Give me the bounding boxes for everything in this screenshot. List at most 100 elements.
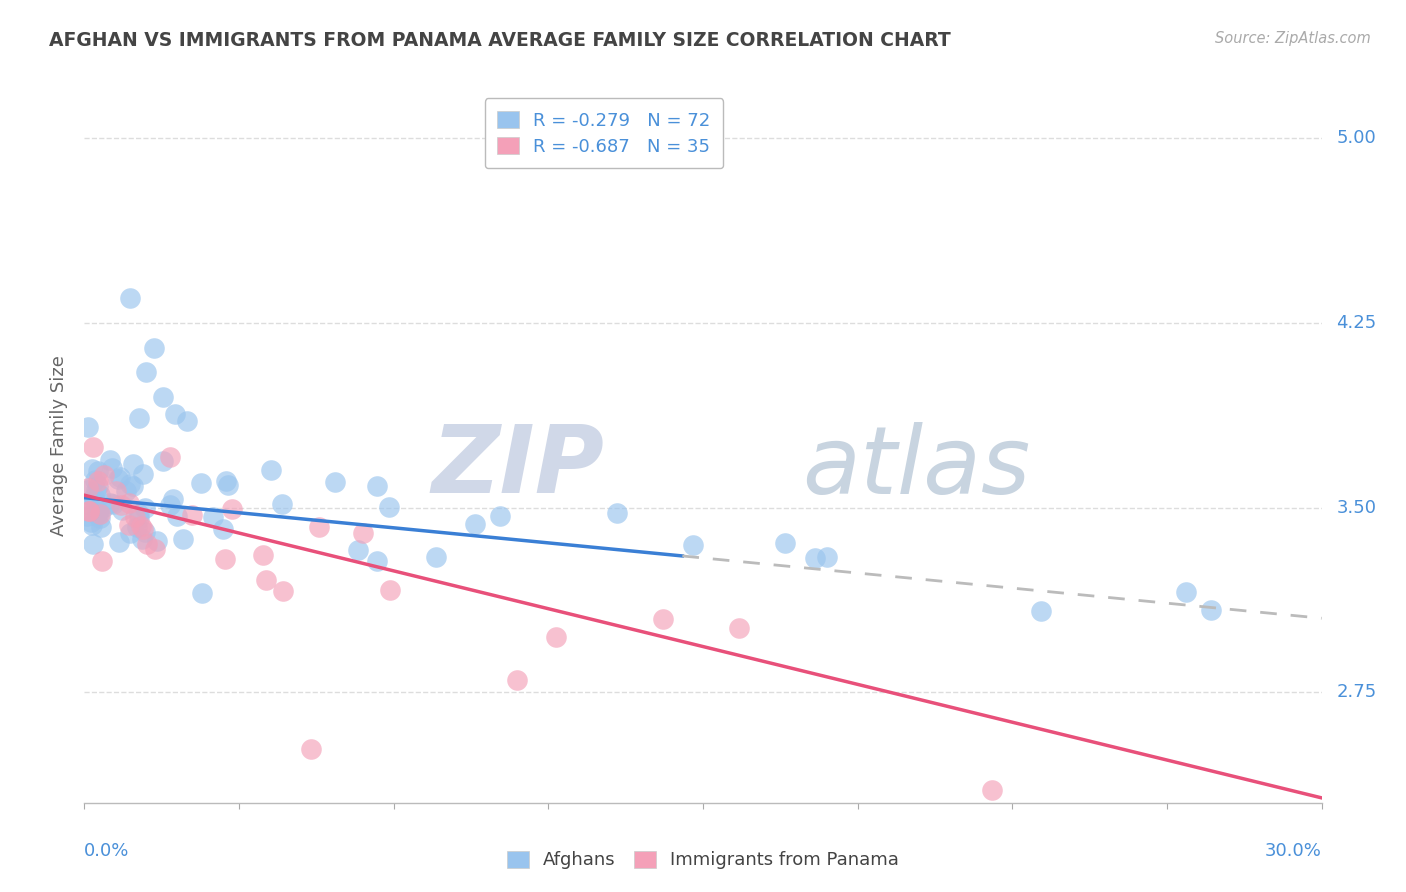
Point <box>86 507 108 521</box>
Point <box>128 510 150 524</box>
Point <box>76 497 98 511</box>
Point <box>82 462 104 476</box>
Point <box>110 498 132 512</box>
Point <box>98 453 121 467</box>
Point <box>80 515 103 529</box>
Y-axis label: Average Family Size: Average Family Size <box>51 356 69 536</box>
Point <box>212 522 235 536</box>
Point <box>682 538 704 552</box>
Point <box>166 508 188 523</box>
Point <box>152 390 174 404</box>
Point <box>775 536 797 550</box>
Text: AFGHAN VS IMMIGRANTS FROM PANAMA AVERAGE FAMILY SIZE CORRELATION CHART: AFGHAN VS IMMIGRANTS FROM PANAMA AVERAGE… <box>49 31 950 50</box>
Point <box>83 490 105 504</box>
Point <box>271 497 294 511</box>
Point <box>110 470 132 484</box>
Point <box>84 483 107 498</box>
Point <box>91 554 114 568</box>
Point <box>980 783 1002 797</box>
Point <box>82 440 104 454</box>
Point <box>425 550 447 565</box>
Point <box>152 453 174 467</box>
Point <box>118 476 141 491</box>
Point <box>131 522 153 536</box>
Point <box>308 519 330 533</box>
Point <box>108 535 131 549</box>
Point <box>128 507 150 521</box>
Point <box>544 630 567 644</box>
Point <box>118 495 141 509</box>
Point <box>159 498 181 512</box>
Point <box>118 525 141 540</box>
Point <box>260 463 283 477</box>
Point <box>352 525 374 540</box>
Point <box>89 488 111 502</box>
Point <box>131 532 153 546</box>
Point <box>135 365 157 379</box>
Point <box>464 516 486 531</box>
Point <box>122 479 145 493</box>
Point <box>76 420 98 434</box>
Point <box>254 573 277 587</box>
Point <box>129 519 152 533</box>
Point <box>114 483 136 498</box>
Point <box>366 554 388 568</box>
Point <box>134 525 156 540</box>
Point <box>506 673 529 687</box>
Point <box>191 586 214 600</box>
Point <box>93 468 115 483</box>
Point <box>217 478 239 492</box>
Point <box>128 411 150 425</box>
Point <box>145 542 167 557</box>
Point <box>176 414 198 428</box>
Text: 0.0%: 0.0% <box>84 842 129 860</box>
Point <box>86 474 108 488</box>
Point <box>132 467 155 481</box>
Text: ZIP: ZIP <box>432 421 605 514</box>
Text: 5.00: 5.00 <box>1337 129 1376 147</box>
Text: 2.75: 2.75 <box>1337 683 1376 701</box>
Point <box>299 741 322 756</box>
Point <box>76 483 98 497</box>
Point <box>101 461 124 475</box>
Point <box>83 493 105 508</box>
Point <box>181 508 204 523</box>
Point <box>165 407 187 421</box>
Point <box>93 500 115 514</box>
Point <box>101 497 124 511</box>
Text: atlas: atlas <box>801 422 1031 513</box>
Point <box>323 475 346 489</box>
Point <box>118 518 141 533</box>
Point <box>347 542 370 557</box>
Point <box>651 612 673 626</box>
Point <box>86 504 108 518</box>
Point <box>121 458 143 472</box>
Point <box>118 291 141 305</box>
Point <box>1031 604 1053 618</box>
Point <box>378 582 401 597</box>
Legend: Afghans, Immigrants from Panama: Afghans, Immigrants from Panama <box>498 842 908 879</box>
Text: 3.50: 3.50 <box>1337 499 1376 516</box>
Point <box>190 475 212 490</box>
Point <box>489 509 512 524</box>
Point <box>1174 584 1197 599</box>
Point <box>127 520 149 534</box>
Text: Source: ZipAtlas.com: Source: ZipAtlas.com <box>1215 31 1371 46</box>
Point <box>90 519 112 533</box>
Point <box>803 550 825 565</box>
Point <box>815 549 838 564</box>
Point <box>76 509 98 524</box>
Point <box>79 504 101 518</box>
Point <box>221 501 243 516</box>
Point <box>83 473 105 487</box>
Point <box>89 510 111 524</box>
Point <box>134 500 156 515</box>
Point <box>606 506 628 520</box>
Point <box>79 504 101 518</box>
Point <box>87 508 110 522</box>
Point <box>366 479 388 493</box>
Point <box>107 472 129 486</box>
Point <box>111 502 134 516</box>
Point <box>214 552 236 566</box>
Point <box>80 517 103 532</box>
